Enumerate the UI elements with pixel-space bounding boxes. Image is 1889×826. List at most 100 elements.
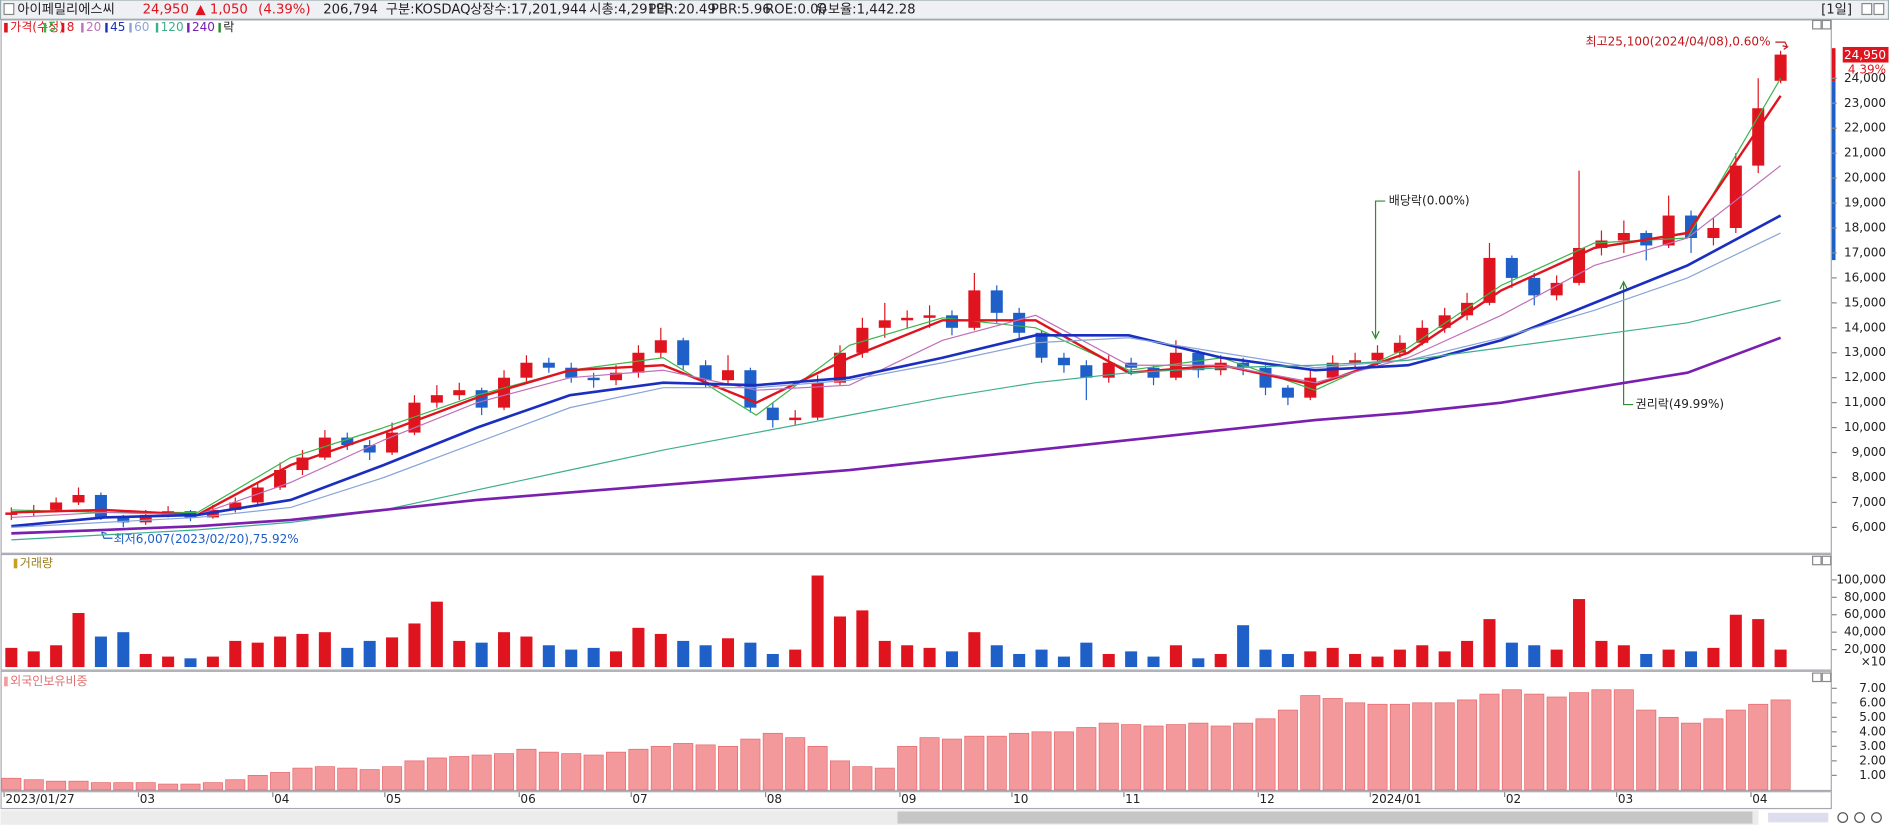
bar: [1057, 656, 1070, 668]
bar: [650, 745, 671, 791]
bar: [359, 769, 380, 791]
zoom-slider[interactable]: [1768, 812, 1829, 823]
candle-body: [699, 365, 712, 381]
moving-average: [11, 299, 1781, 541]
candle-body: [1528, 277, 1541, 296]
x-tick-label: 11: [1125, 792, 1140, 806]
bar: [610, 651, 623, 668]
range-bar: [1831, 48, 1836, 82]
candle-body: [1707, 228, 1720, 238]
legend-item: 45: [110, 20, 125, 34]
volume: 206,794: [323, 3, 378, 18]
bar: [1550, 649, 1563, 668]
y-tick-label: 16,000: [1844, 270, 1886, 284]
bar: [1752, 619, 1765, 668]
candle-body: [1550, 282, 1563, 296]
candle-body: [430, 395, 443, 403]
bar: [1237, 625, 1250, 668]
bar: [494, 753, 515, 791]
candle-body: [677, 340, 690, 366]
candle-body: [1662, 215, 1675, 246]
bar: [1371, 656, 1384, 668]
window-button[interactable]: [1861, 3, 1873, 16]
roe: ROE:0.00: [765, 3, 827, 18]
zoom-button[interactable]: [1837, 812, 1849, 823]
y-tick-label: 7,000: [1852, 495, 1886, 509]
candle-body: [1371, 352, 1384, 361]
bar: [1121, 724, 1142, 791]
bar: [1546, 696, 1567, 791]
y-tick-label: 15,000: [1844, 295, 1886, 309]
candle-body: [139, 514, 152, 523]
bar: [941, 738, 962, 791]
x-tick-label: 10: [1013, 792, 1028, 806]
panel-button[interactable]: [1821, 672, 1832, 683]
bar: [1748, 703, 1769, 791]
low-arrow: [101, 531, 113, 539]
scroll-thumb[interactable]: [897, 811, 1753, 824]
bar: [1210, 725, 1231, 791]
bar: [1707, 647, 1720, 668]
legend-swatch: [4, 676, 8, 687]
legend-swatch: [43, 22, 47, 33]
candle-body: [1349, 360, 1362, 363]
bar: [874, 767, 895, 791]
legend-swatch: [13, 558, 18, 569]
bar: [1457, 699, 1478, 791]
candle-body: [1080, 365, 1093, 378]
bar: [1326, 647, 1339, 668]
bar: [1438, 651, 1451, 668]
bar: [964, 735, 985, 791]
period-button[interactable]: [1일]: [1821, 2, 1852, 18]
zoom-button[interactable]: [1854, 812, 1866, 823]
panel-button[interactable]: [1821, 19, 1832, 30]
panel-button[interactable]: [1821, 555, 1832, 566]
bar: [1461, 640, 1474, 668]
window-button[interactable]: [1873, 3, 1885, 16]
panel-button[interactable]: [1812, 555, 1822, 566]
bar: [498, 632, 511, 668]
volume-unit: ×10: [1861, 655, 1886, 669]
market: 구분:KOSDAQ: [386, 3, 471, 18]
bar: [1, 777, 22, 791]
y-tick-label: 100,000: [1836, 572, 1886, 586]
y-tick-label: 12,000: [1844, 370, 1886, 384]
zoom-button[interactable]: [1871, 812, 1882, 823]
candle-body: [1147, 367, 1160, 378]
y-tick-label: 7.00: [1859, 681, 1886, 695]
y-tick-label: 6.00: [1859, 695, 1886, 709]
y-tick-label: 60,000: [1844, 607, 1886, 621]
x-tick-label: 03: [1618, 792, 1633, 806]
candle-body: [632, 352, 645, 373]
bar: [990, 645, 1003, 668]
legend-item: 락: [223, 20, 234, 34]
bar: [206, 656, 219, 668]
bar: [923, 647, 936, 668]
bar: [1169, 645, 1182, 668]
moving-average: [11, 165, 1781, 519]
panel-button[interactable]: [1812, 672, 1822, 683]
panel-button[interactable]: [1812, 19, 1822, 30]
legend-swatch: [129, 22, 132, 33]
per: PER:20.49: [648, 3, 715, 18]
candle-body: [363, 445, 376, 453]
bar: [654, 633, 667, 668]
header-icon[interactable]: [3, 3, 15, 16]
bar: [337, 767, 358, 791]
bar: [426, 757, 447, 791]
foreign-title: 외국인보유비중: [10, 674, 87, 688]
bar: [744, 642, 757, 668]
candle-body: [50, 502, 63, 510]
bar: [296, 633, 309, 668]
bar: [766, 653, 779, 668]
bar: [673, 743, 694, 791]
bar: [158, 783, 179, 791]
bar: [1662, 649, 1675, 668]
bar: [453, 640, 466, 668]
bar: [471, 754, 492, 791]
x-tick-label: 2023/01/27: [5, 792, 74, 806]
bar: [1434, 702, 1455, 791]
bar: [1725, 709, 1746, 791]
y-tick-label: 8,000: [1852, 470, 1886, 484]
bar: [807, 745, 828, 791]
